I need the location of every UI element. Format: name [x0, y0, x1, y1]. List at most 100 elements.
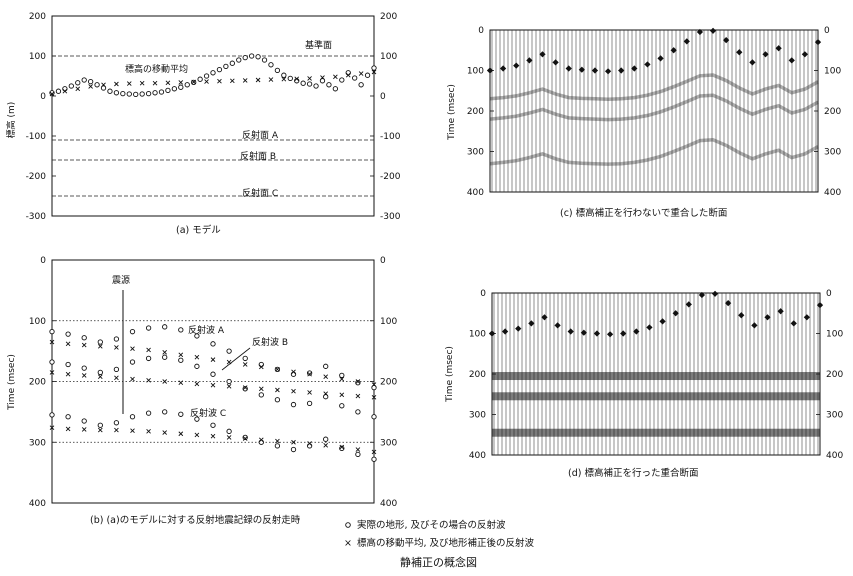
data-point-diamond: [565, 65, 572, 72]
y-tick-label-left: 400: [467, 188, 484, 198]
data-point-diamond: [593, 330, 601, 337]
y-tick-label-right: 100: [380, 317, 397, 327]
panel-b: 0 0 100 100 200 200 300 300 400 400 Time (msec) 震…: [7, 256, 397, 526]
data-point-cross: [49, 91, 55, 97]
data-point-circle: [210, 70, 216, 76]
data-point-circle: [75, 80, 81, 86]
y-tick-label-left: -300: [26, 212, 47, 222]
data-point-circle: [133, 91, 139, 98]
annotation-refl-a: 反射面 A: [242, 129, 279, 141]
data-point-cross: [139, 80, 145, 86]
panel-c-ylabel: Time (msec): [447, 84, 457, 141]
panel-d: 0 0 100 100 200 200 300 300 400 400 Time (msec) (…: [445, 289, 843, 479]
y-tick-label-right: 200: [824, 107, 841, 117]
data-point-cross: [81, 373, 87, 378]
panel-b-caption: (b) (a)のモデルに対する反射地震記録の反射走時: [90, 514, 301, 526]
data-point-circle: [313, 83, 319, 89]
data-point-circle: [139, 91, 145, 97]
data-point-circle: [165, 87, 171, 94]
y-tick-label-left: 200: [29, 378, 46, 388]
data-point-circle: [352, 75, 358, 81]
data-point-circle: [242, 386, 248, 392]
data-point-circle: [274, 443, 281, 449]
data-point-cross: [226, 384, 232, 389]
data-point-cross: [217, 78, 222, 84]
data-point-circle: [145, 325, 152, 331]
data-point-cross: [339, 392, 345, 398]
panel-c: 0 0 100 100 200 200 300 300 400 400 Time (msec) (…: [447, 26, 841, 219]
data-point-circle: [113, 336, 120, 342]
data-point-diamond: [488, 330, 496, 337]
data-point-cross: [258, 386, 264, 392]
data-point-circle: [49, 90, 55, 96]
data-point-circle: [355, 451, 361, 458]
data-point-cross: [97, 343, 103, 349]
data-point-circle: [97, 339, 103, 345]
data-point-cross: [281, 76, 287, 82]
data-point-circle: [62, 86, 68, 92]
reflection-energy-band: [492, 392, 820, 401]
y-tick-label-right: 0: [824, 26, 830, 36]
data-point-circle: [162, 409, 168, 415]
data-point-cross: [97, 427, 103, 433]
data-point-circle: [210, 341, 216, 347]
data-point-cross: [101, 82, 106, 88]
data-point-diamond: [788, 57, 795, 64]
data-point-cross: [178, 380, 184, 386]
y-tick-label-right: 300: [826, 411, 843, 421]
data-point-circle: [319, 78, 326, 84]
data-point-circle: [87, 78, 94, 85]
legend: 実際の地形, 及びその場合の反射波 × 標高の移動平均, 及び地形補正後の反射波: [344, 519, 535, 549]
y-tick-label-right: -300: [380, 212, 401, 222]
data-point-circle: [68, 83, 74, 89]
y-tick-label-right: 400: [824, 188, 841, 198]
data-point-circle: [81, 418, 87, 424]
panel-a-caption: (a) モデル: [176, 224, 221, 236]
legend-circle-label: 実際の地形, 及びその場合の反射波: [357, 519, 506, 531]
y-tick-label-right: 100: [826, 330, 843, 340]
panel-d-ylabel: Time (msec): [445, 346, 455, 403]
data-point-circle: [306, 400, 313, 407]
data-point-diamond: [554, 322, 561, 329]
y-tick-label-left: 0: [478, 26, 484, 36]
data-point-circle: [178, 411, 184, 417]
data-point-circle: [306, 443, 313, 449]
data-point-circle: [248, 53, 255, 59]
data-point-cross: [162, 430, 168, 435]
data-point-circle: [129, 329, 136, 335]
figure-title: 静補正の概念図: [400, 555, 477, 569]
data-point-diamond: [646, 324, 653, 331]
data-point-diamond: [567, 328, 574, 335]
reflection-energy-band: [492, 428, 820, 437]
data-point-circle: [94, 82, 100, 88]
data-point-circle: [323, 436, 329, 442]
data-point-circle: [339, 77, 345, 83]
data-point-diamond: [526, 57, 533, 64]
data-point-circle: [371, 414, 377, 420]
reflection-energy-band: [489, 73, 819, 102]
data-point-circle: [49, 412, 55, 418]
data-point-cross: [178, 80, 184, 85]
data-point-cross: [210, 433, 216, 439]
data-point-circle: [197, 76, 203, 82]
annotation-wave-b-arrow: [221, 347, 251, 371]
data-point-cross: [371, 449, 377, 455]
data-point-cross: [130, 346, 135, 352]
data-point-circle: [274, 397, 281, 403]
data-point-circle: [145, 355, 152, 362]
data-point-circle: [242, 355, 248, 362]
y-tick-label-left: 100: [469, 330, 486, 340]
data-point-diamond: [736, 49, 743, 56]
data-point-circle: [236, 57, 242, 63]
data-point-circle: [355, 380, 361, 386]
reflection-energy-band: [489, 93, 819, 122]
data-point-circle: [339, 445, 345, 451]
y-tick-label-right: 300: [824, 148, 841, 158]
data-point-circle: [290, 401, 297, 408]
data-point-circle: [203, 73, 210, 79]
data-point-circle: [326, 82, 332, 88]
data-point-circle: [290, 371, 297, 377]
data-point-diamond: [711, 290, 719, 297]
data-point-circle: [194, 363, 200, 369]
data-point-circle: [300, 80, 306, 86]
